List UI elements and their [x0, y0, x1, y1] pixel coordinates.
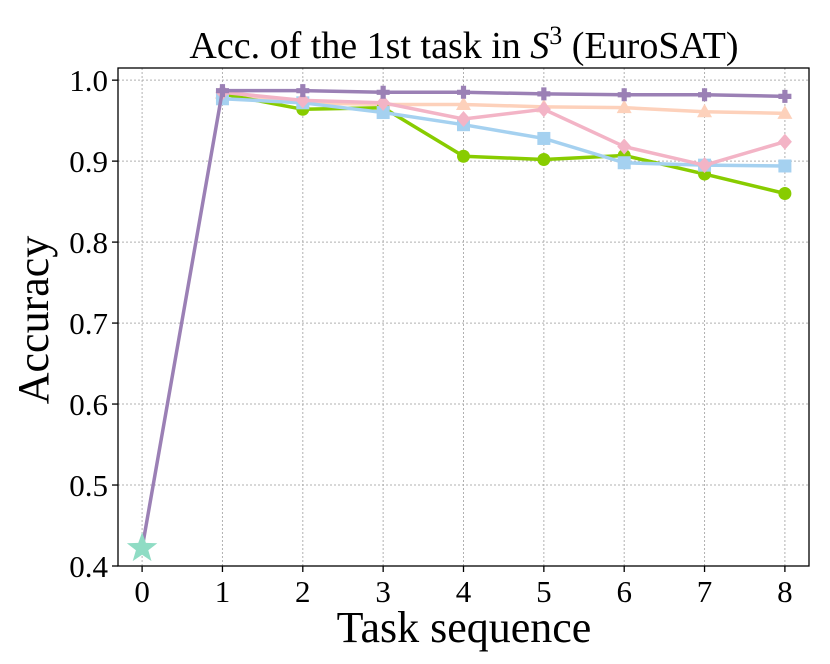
series-path: [222, 92, 786, 196]
plot-series: [126, 84, 793, 562]
data-point: [617, 88, 631, 102]
chart-title: Acc. of the 1st task in S3 (EuroSAT): [189, 21, 738, 68]
x-tick-label: 7: [697, 574, 713, 609]
data-point: [376, 85, 390, 99]
data-point: [617, 156, 631, 170]
series-line: [140, 84, 792, 549]
data-point: [457, 149, 470, 163]
series-path: [222, 97, 785, 168]
data-point: [456, 111, 471, 128]
data-point: [697, 103, 713, 118]
x-tick-label: 6: [616, 574, 632, 609]
series-path: [222, 90, 786, 167]
data-point: [778, 89, 792, 103]
x-tick-label: 0: [134, 574, 150, 609]
data-point: [777, 105, 793, 119]
y-tick-label: 0.5: [69, 468, 108, 503]
x-axis-label: Task sequence: [337, 603, 592, 652]
data-point: [698, 88, 712, 102]
data-point: [537, 153, 551, 167]
data-point: [456, 96, 471, 110]
axis-ticks: 0 1 2 3 4 5 6 7 8 0.4 0.5 0.6 0.7 0.8 0.9 1.0: [69, 63, 792, 609]
data-point: [296, 84, 310, 98]
data-point: [777, 133, 792, 150]
x-tick-label: 8: [777, 574, 793, 609]
x-tick-label: 1: [215, 574, 231, 609]
start-marker: [126, 532, 158, 562]
y-tick-label: 1.0: [69, 63, 108, 98]
y-axis-label: Accuracy: [9, 236, 58, 405]
y-tick-label: 0.8: [69, 225, 108, 260]
data-point: [778, 159, 792, 173]
data-point: [457, 85, 470, 99]
x-tick-label: 5: [536, 574, 552, 609]
chart-title-superscript: 3: [549, 21, 562, 50]
y-tick-label: 0.7: [69, 306, 108, 341]
y-tick-label: 0.6: [69, 387, 108, 422]
data-point: [376, 106, 390, 120]
data-point: [536, 101, 551, 118]
data-point: [376, 94, 391, 111]
chart-title-suffix: (EuroSAT): [562, 25, 738, 67]
y-tick-label: 0.9: [69, 144, 108, 179]
data-point: [295, 92, 310, 109]
y-tick-label: 0.4: [69, 549, 108, 584]
data-point: [697, 157, 712, 174]
start-point: [126, 532, 158, 562]
data-point: [537, 131, 551, 145]
data-point: [778, 187, 792, 201]
data-point: [537, 87, 551, 101]
chart-title-main: Acc. of the 1st task in: [189, 25, 530, 67]
x-tick-label: 2: [295, 574, 311, 609]
chart-title-symbol: S: [530, 25, 549, 67]
data-point: [215, 84, 229, 98]
data-point: [617, 138, 632, 155]
x-tick-label: 4: [456, 574, 472, 609]
grid: [118, 68, 809, 567]
x-tick-label: 3: [375, 574, 391, 609]
data-point: [616, 99, 632, 114]
